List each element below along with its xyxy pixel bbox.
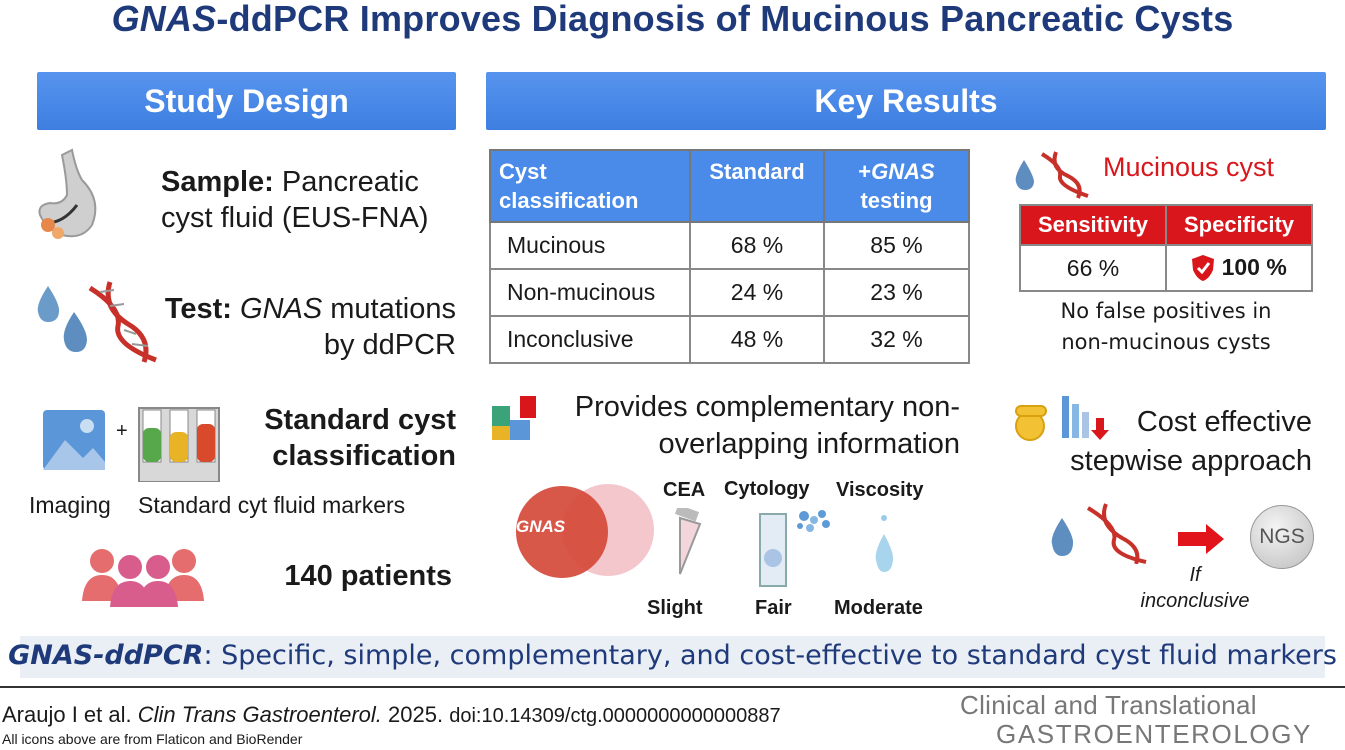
cytology-level: Fair bbox=[755, 597, 792, 619]
cyst-classification-table: Cyst classification Standard +GNAS testin… bbox=[489, 149, 970, 364]
droplet-dna-icon-2 bbox=[1051, 503, 1147, 564]
header-gnas-testing: +GNAS testing bbox=[823, 149, 970, 223]
patients-count: 140 patients bbox=[284, 560, 452, 592]
cost-line-1: Cost effective bbox=[1136, 406, 1312, 438]
header-sensitivity: Sensitivity bbox=[1019, 204, 1167, 246]
cost-icon bbox=[1015, 396, 1109, 441]
header-standard: Standard bbox=[689, 149, 825, 223]
droplets-dna-icon bbox=[37, 281, 157, 363]
page-title: GNAS-ddPCR Improves Diagnosis of Mucinou… bbox=[111, 0, 1234, 39]
image-icon bbox=[43, 410, 105, 470]
sample-text-2: cyst fluid (EUS-FNA) bbox=[161, 202, 429, 234]
puzzle-icon bbox=[492, 396, 536, 440]
journal-logo-line1: Clinical and Translational bbox=[960, 690, 1257, 720]
table-header-row: Cyst classification Standard +GNAS testin… bbox=[489, 149, 970, 223]
viscosity-level: Moderate bbox=[834, 597, 923, 619]
conclusion-text: GNAS-ddPCR: Specific, simple, complement… bbox=[8, 640, 1337, 671]
ngs-circle: NGS bbox=[1250, 505, 1314, 569]
header-cyst-classification: Cyst classification bbox=[489, 149, 691, 223]
patients-icon bbox=[82, 549, 204, 607]
markers-label: Standard cyt fluid markers bbox=[138, 492, 406, 518]
key-results-header: Key Results bbox=[486, 72, 1326, 130]
test-tubes-icon bbox=[138, 407, 220, 482]
conclusion-bar bbox=[20, 636, 1325, 678]
table-row: Mucinous 68 % 85 % bbox=[489, 221, 970, 270]
test-text-2: by ddPCR bbox=[323, 329, 456, 361]
icon-credit: All icons above are from Flaticon and Bi… bbox=[2, 731, 303, 747]
header-specificity: Specificity bbox=[1165, 204, 1313, 246]
citation: Araujo I et al. Clin Trans Gastroenterol… bbox=[2, 702, 781, 727]
viscosity-label: Viscosity bbox=[836, 479, 924, 501]
complementary-text: Provides complementary non-overlapping i… bbox=[574, 391, 960, 460]
cost-line-2: stepwise approach bbox=[1070, 445, 1312, 477]
drop-icon bbox=[875, 515, 894, 572]
stomach-icon bbox=[38, 148, 97, 239]
tube-icon bbox=[674, 508, 702, 575]
cea-level: Slight bbox=[647, 597, 703, 619]
sample-text: Sample: Pancreatic bbox=[161, 166, 419, 198]
specificity-value: 100 % bbox=[1221, 253, 1287, 280]
sensitivity-value: 66 % bbox=[1019, 244, 1167, 292]
droplet-dna-icon bbox=[1015, 151, 1089, 199]
journal-logo-line2: GASTROENTEROLOGY bbox=[996, 719, 1312, 749]
arrow-right-icon bbox=[1178, 524, 1224, 554]
standard-classification: Standard cyst classification bbox=[264, 404, 456, 472]
venn-gnas-label: GNAS bbox=[516, 517, 566, 536]
venn-diagram: GNAS bbox=[516, 484, 654, 578]
ngs-label: NGS bbox=[1259, 525, 1305, 548]
cea-label: CEA bbox=[663, 479, 706, 501]
divider bbox=[0, 686, 1345, 688]
cytology-label: Cytology bbox=[724, 478, 810, 500]
false-positive-note: No false positives in non-mucinous cysts bbox=[1060, 299, 1272, 354]
test-text: Test: GNAS mutations bbox=[164, 293, 456, 325]
table-row: Non-mucinous 24 % 23 % bbox=[489, 268, 970, 317]
specificity-cell: 100 % bbox=[1165, 244, 1313, 292]
table-row: Inconclusive 48 % 32 % bbox=[489, 315, 970, 364]
mucinous-cyst-title: Mucinous cyst bbox=[1103, 152, 1275, 182]
plus-sign: + bbox=[116, 420, 128, 442]
sensitivity-specificity-table: Sensitivity Specificity 66 % 100 % bbox=[1019, 204, 1313, 292]
if-inconclusive: If inconclusive bbox=[1140, 564, 1250, 612]
imaging-label: Imaging bbox=[29, 492, 111, 518]
shield-check-icon bbox=[1192, 255, 1215, 282]
microscope-slide-icon bbox=[759, 510, 830, 587]
study-design-header: Study Design bbox=[37, 72, 456, 130]
